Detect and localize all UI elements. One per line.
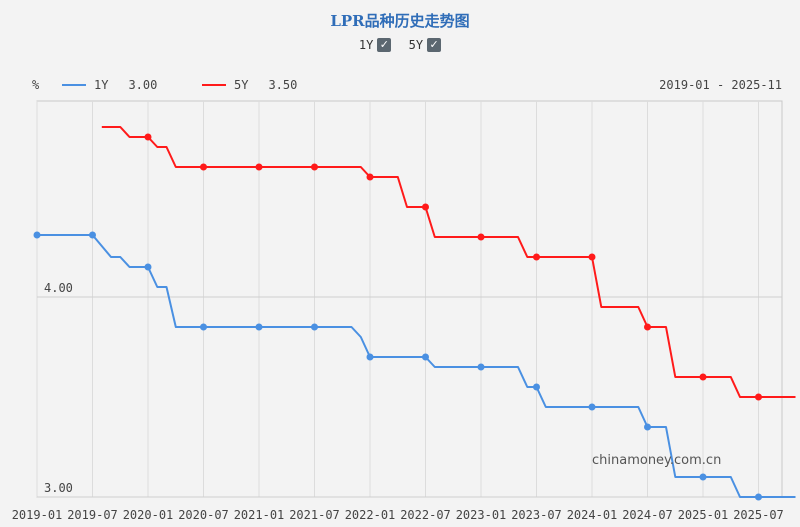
data-point-1y bbox=[477, 363, 485, 371]
data-point-5y bbox=[422, 203, 429, 211]
data-point-5y bbox=[588, 253, 596, 261]
checkbox-checked-icon[interactable]: ✓ bbox=[427, 38, 442, 52]
data-point-5y bbox=[533, 253, 540, 261]
toggle-1y[interactable]: 1Y ✓ bbox=[358, 38, 392, 52]
data-point-1y bbox=[533, 383, 540, 391]
x-tick-label: 2021-01 bbox=[234, 508, 285, 522]
data-point-5y bbox=[699, 373, 707, 381]
data-point-5y bbox=[366, 173, 374, 181]
watermark: chinamoney.com.cn bbox=[592, 453, 722, 468]
data-point-1y bbox=[33, 231, 41, 239]
data-point-1y bbox=[422, 353, 429, 361]
data-point-1y bbox=[699, 473, 707, 481]
y-tick-label: 3.00 bbox=[44, 481, 73, 495]
x-tick-label: 2024-07 bbox=[622, 508, 673, 522]
legend-value: 3.00 bbox=[128, 78, 158, 92]
x-tick-label: 2019-07 bbox=[67, 508, 118, 522]
x-tick-label: 2025-07 bbox=[733, 508, 784, 522]
data-point-1y bbox=[588, 403, 596, 411]
data-point-5y bbox=[311, 163, 318, 171]
series-line-1y bbox=[37, 234, 796, 498]
x-tick-label: 2023-01 bbox=[456, 508, 507, 522]
date-range: 2019-01 - 2025-11 bbox=[659, 78, 782, 92]
y-tick-label: 4.00 bbox=[44, 281, 73, 295]
x-tick-label: 2021-07 bbox=[289, 508, 340, 522]
x-tick-label: 2019-01 bbox=[12, 508, 63, 522]
data-point-1y bbox=[366, 353, 374, 361]
toggle-5y-label: 5Y bbox=[408, 38, 424, 52]
data-point-5y bbox=[255, 163, 263, 171]
checkbox-checked-icon[interactable]: ✓ bbox=[377, 38, 392, 52]
data-point-1y bbox=[200, 323, 207, 331]
series-line-5y bbox=[101, 126, 796, 398]
legend-item-1y[interactable]: 1Y 3.00 bbox=[62, 78, 157, 92]
legend-value: 3.50 bbox=[268, 78, 298, 92]
legend-line-icon bbox=[62, 84, 86, 86]
legend-item-5y[interactable]: 5Y 3.50 bbox=[202, 78, 297, 92]
x-tick-label: 2023-07 bbox=[511, 508, 562, 522]
toggle-5y[interactable]: 5Y ✓ bbox=[408, 38, 442, 52]
x-tick-label: 2020-01 bbox=[123, 508, 174, 522]
data-point-1y bbox=[89, 231, 96, 239]
data-point-5y bbox=[477, 233, 485, 241]
x-tick-label: 2022-07 bbox=[400, 508, 451, 522]
legend-name: 5Y bbox=[234, 78, 249, 92]
data-point-1y bbox=[644, 423, 651, 431]
plot-frame bbox=[36, 100, 783, 498]
data-point-1y bbox=[755, 493, 762, 501]
data-point-5y bbox=[644, 323, 651, 331]
x-tick-label: 2020-07 bbox=[178, 508, 229, 522]
series-toggles: 1Y ✓ 5Y ✓ bbox=[0, 38, 800, 52]
legend-name: 1Y bbox=[94, 78, 109, 92]
legend-line-icon bbox=[202, 84, 226, 86]
toggle-1y-label: 1Y bbox=[358, 38, 374, 52]
data-point-5y bbox=[144, 133, 152, 141]
x-tick-label: 2024-01 bbox=[567, 508, 618, 522]
x-tick-label: 2025-01 bbox=[678, 508, 729, 522]
data-point-1y bbox=[311, 323, 318, 331]
data-point-1y bbox=[255, 323, 263, 331]
data-point-1y bbox=[144, 263, 152, 271]
x-tick-label: 2022-01 bbox=[345, 508, 396, 522]
data-point-5y bbox=[755, 393, 762, 401]
chart-title: LPR品种历史走势图 bbox=[330, 12, 470, 30]
unit-label: % bbox=[32, 78, 40, 92]
data-point-5y bbox=[200, 163, 207, 171]
